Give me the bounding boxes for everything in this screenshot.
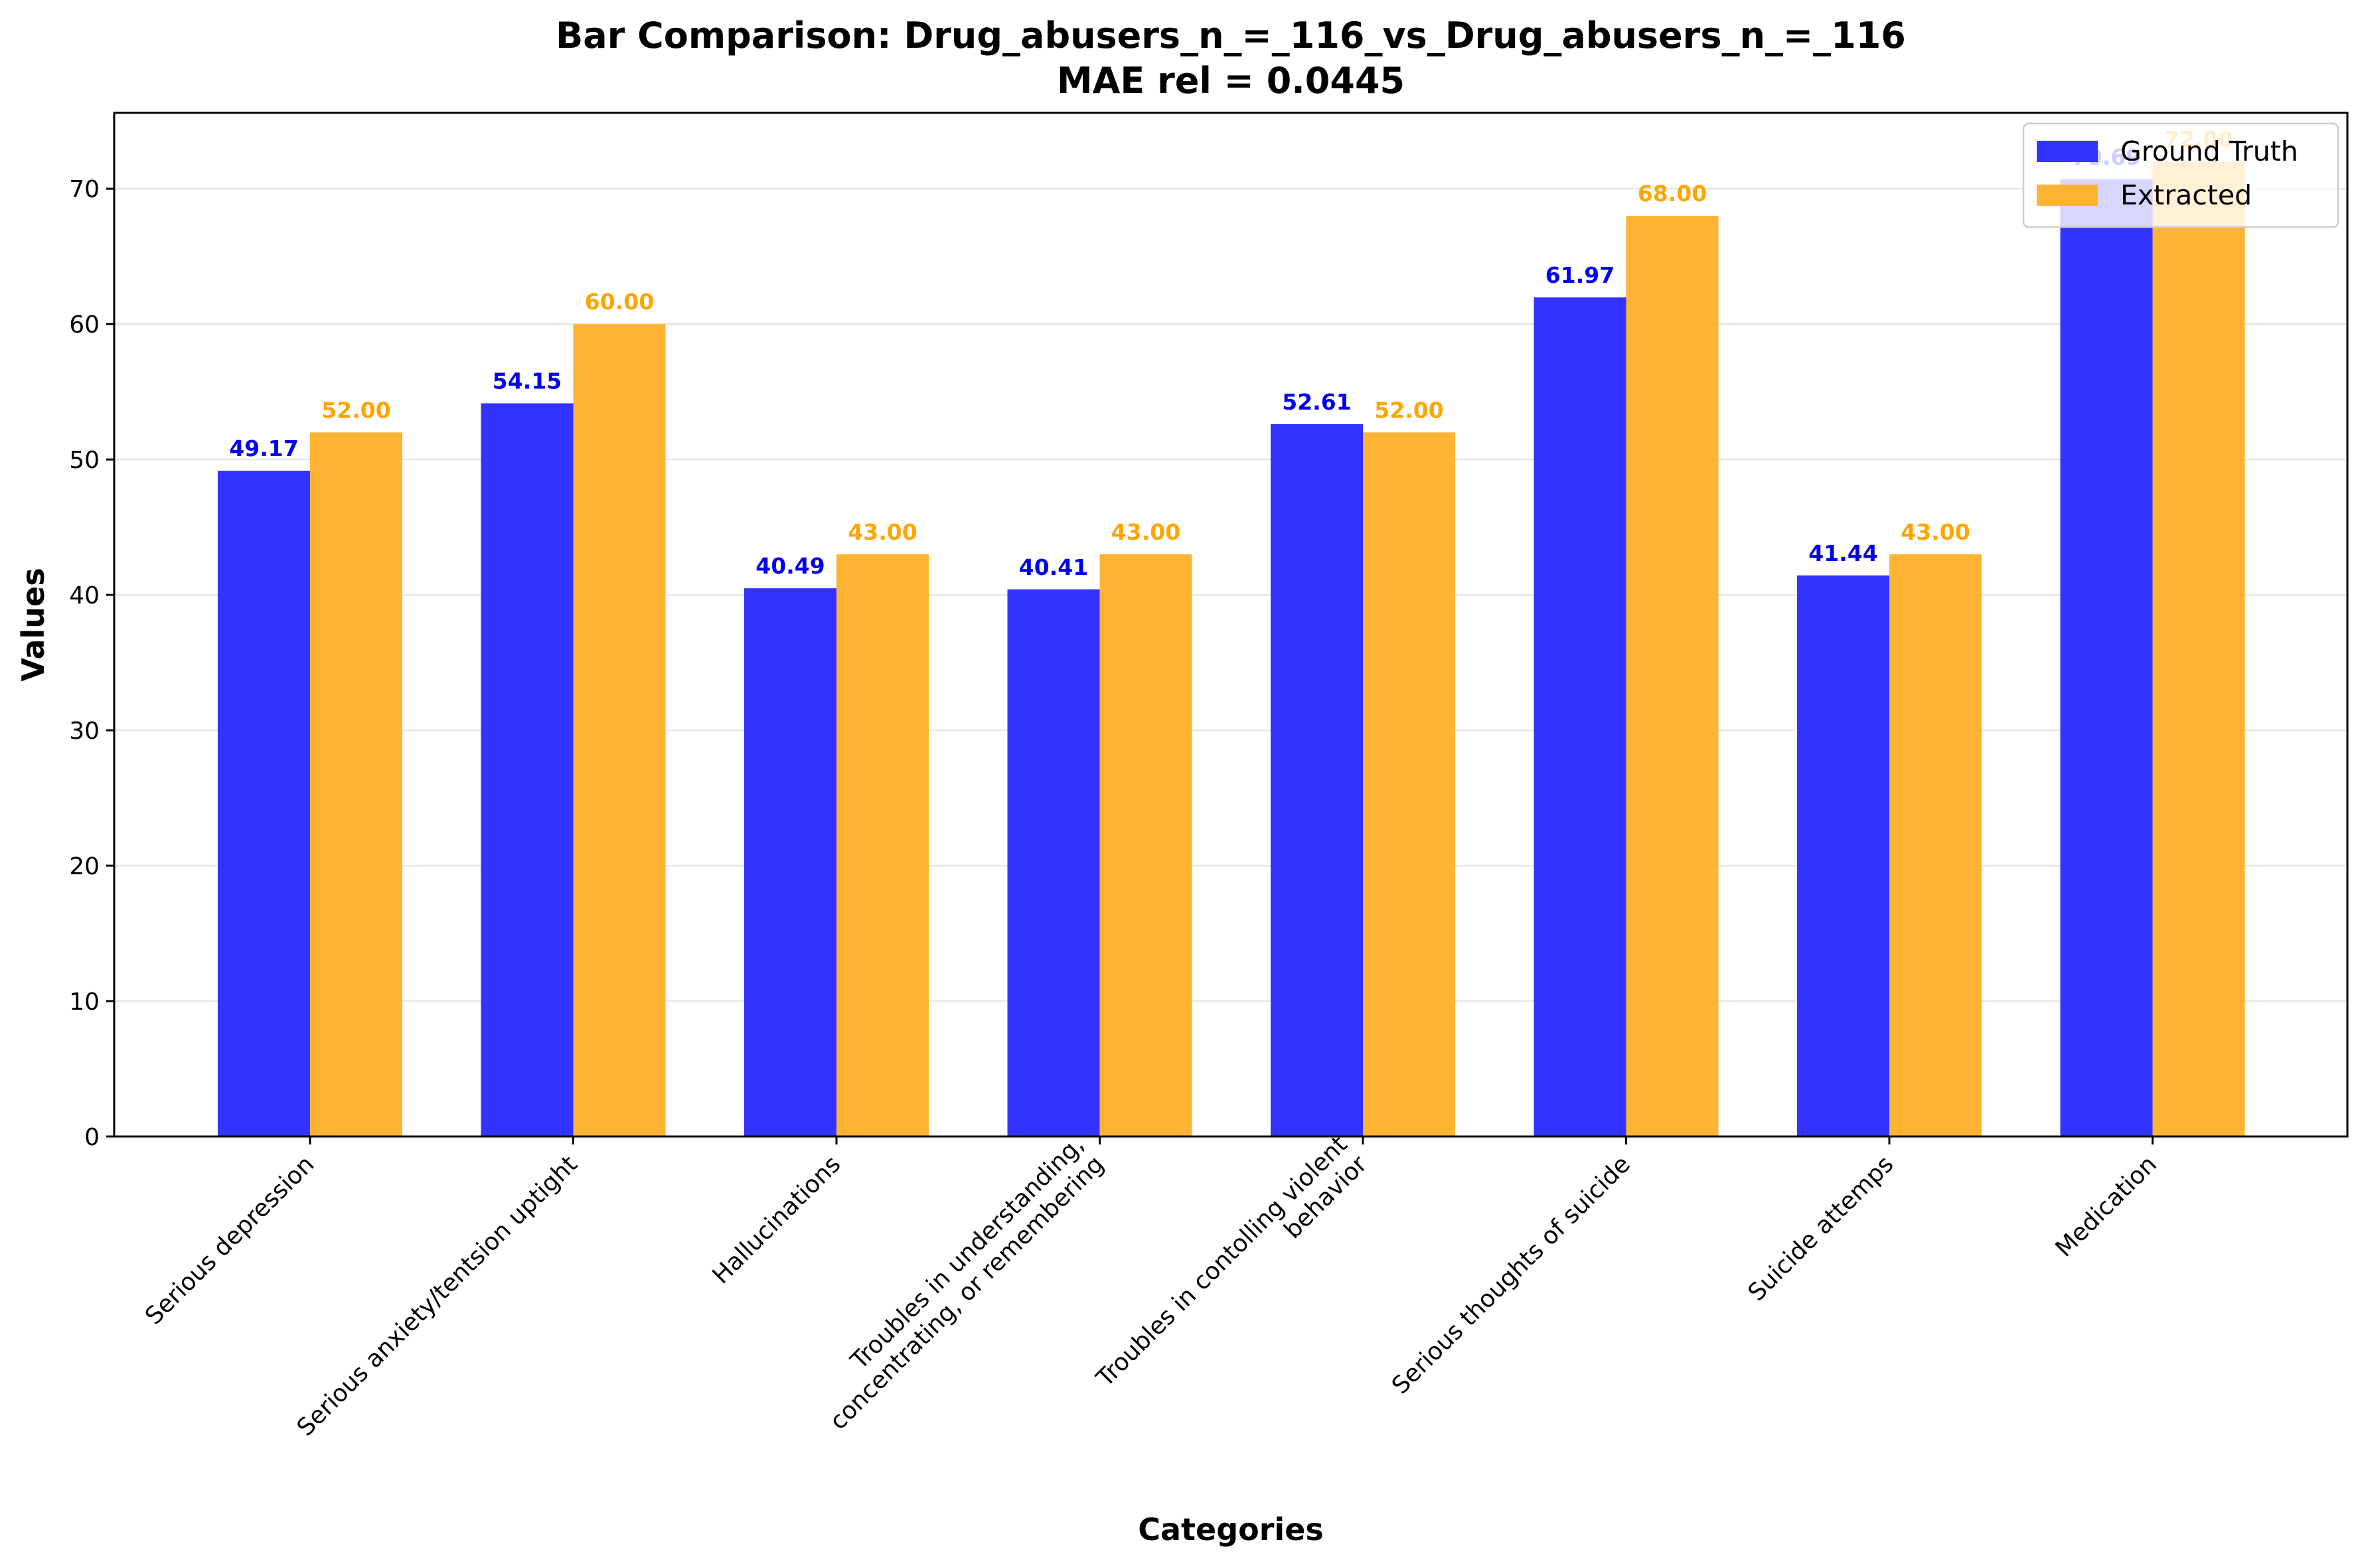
extracted-value-label: 68.00 [1638, 181, 1707, 206]
grid-lines [114, 187, 2347, 1138]
ground-truth-value-label: 52.61 [1282, 389, 1351, 415]
y-axis-title: Values [15, 568, 51, 681]
ground-truth-value-label: 54.15 [493, 368, 562, 394]
legend: Ground Truth Extracted [2022, 122, 2339, 228]
x-tick-label-line: Serious thoughts of suicide [1387, 1150, 1636, 1399]
x-tick-label: Serious depression [140, 1150, 319, 1330]
ground-truth-bar [1271, 424, 1363, 1137]
y-tick-label: 30 [69, 718, 100, 745]
x-tick-label-line: Medication [2051, 1150, 2162, 1262]
plot-frame [113, 112, 2349, 1138]
x-tick-label-line: Suicide attemps [1743, 1150, 1899, 1306]
extracted-bar [1626, 216, 1719, 1137]
bars [218, 161, 2245, 1137]
y-tick-label: 70 [69, 176, 100, 203]
extracted-value-label: 43.00 [848, 519, 917, 545]
y-tick-label: 20 [69, 853, 100, 880]
y-tick-label: 50 [69, 447, 100, 474]
legend-label-extracted: Extracted [2120, 179, 2252, 211]
ground-truth-value-label: 40.49 [755, 553, 825, 579]
chart-title-line-1: Bar Comparison: Drug_abusers_n_=_116_vs_… [556, 15, 1906, 56]
legend-swatch-extracted [2037, 185, 2098, 206]
extracted-bar [573, 324, 666, 1137]
extracted-bar [836, 554, 929, 1137]
ground-truth-bar [1797, 575, 1889, 1137]
ground-truth-value-label: 40.41 [1019, 554, 1088, 580]
y-tick-label: 10 [69, 988, 100, 1016]
x-tick-label-line: Serious depression [140, 1150, 319, 1330]
ground-truth-bar [744, 588, 836, 1137]
x-tick-label: Serious thoughts of suicide [1387, 1150, 1636, 1399]
ground-truth-bar [2060, 179, 2153, 1137]
legend-swatch-ground-truth [2037, 141, 2098, 162]
ground-truth-bar [481, 403, 574, 1137]
extracted-value-label: 43.00 [1901, 519, 1970, 545]
extracted-bar [2152, 161, 2245, 1137]
extracted-bar [1889, 554, 1982, 1137]
extracted-bar [1099, 554, 1192, 1137]
x-tick-label: Troubles in contolling violentbehavior [1091, 1131, 1373, 1413]
extracted-bar [310, 432, 402, 1137]
x-tick-label: Troubles in understanding,concentrating,… [805, 1131, 1109, 1435]
x-tick-label-line: Serious anxiety/tentsion uptight [292, 1150, 583, 1441]
legend-label-ground-truth: Ground Truth [2120, 135, 2298, 167]
y-axis: 0 10 20 30 40 50 60 70 [69, 176, 114, 1151]
legend-box [2022, 122, 2339, 228]
y-tick-label: 60 [69, 311, 100, 339]
x-tick-label: Hallucinations [708, 1150, 846, 1289]
extracted-value-label: 60.00 [585, 289, 654, 315]
chart-title-line-2: MAE rel = 0.0445 [1057, 60, 1405, 102]
ground-truth-value-label: 49.17 [229, 435, 298, 461]
x-tick-label: Medication [2051, 1150, 2162, 1262]
extracted-value-label: 52.00 [321, 397, 390, 423]
ground-truth-bar [1534, 297, 1626, 1137]
x-tick-label-line: Troubles in contolling violent [1091, 1131, 1353, 1393]
x-tick-label: Serious anxiety/tentsion uptight [292, 1150, 583, 1441]
ground-truth-value-label: 61.97 [1545, 262, 1615, 288]
extracted-bar [1363, 432, 1455, 1137]
x-tick-label-line: Hallucinations [708, 1150, 846, 1289]
x-tick-label-line: Troubles in understanding, [845, 1131, 1089, 1375]
x-tick-label-line: concentrating, or remembering [825, 1150, 1109, 1435]
ground-truth-bar [1007, 589, 1100, 1137]
ground-truth-bar [218, 471, 310, 1137]
x-axis-title: Categories [1138, 1512, 1324, 1547]
extracted-value-label: 52.00 [1374, 397, 1443, 423]
x-tick-label: Suicide attemps [1743, 1150, 1899, 1306]
y-tick-label: 40 [69, 582, 100, 609]
y-tick-label: 0 [84, 1124, 100, 1151]
extracted-value-label: 43.00 [1111, 519, 1180, 545]
ground-truth-value-label: 41.44 [1808, 540, 1877, 566]
